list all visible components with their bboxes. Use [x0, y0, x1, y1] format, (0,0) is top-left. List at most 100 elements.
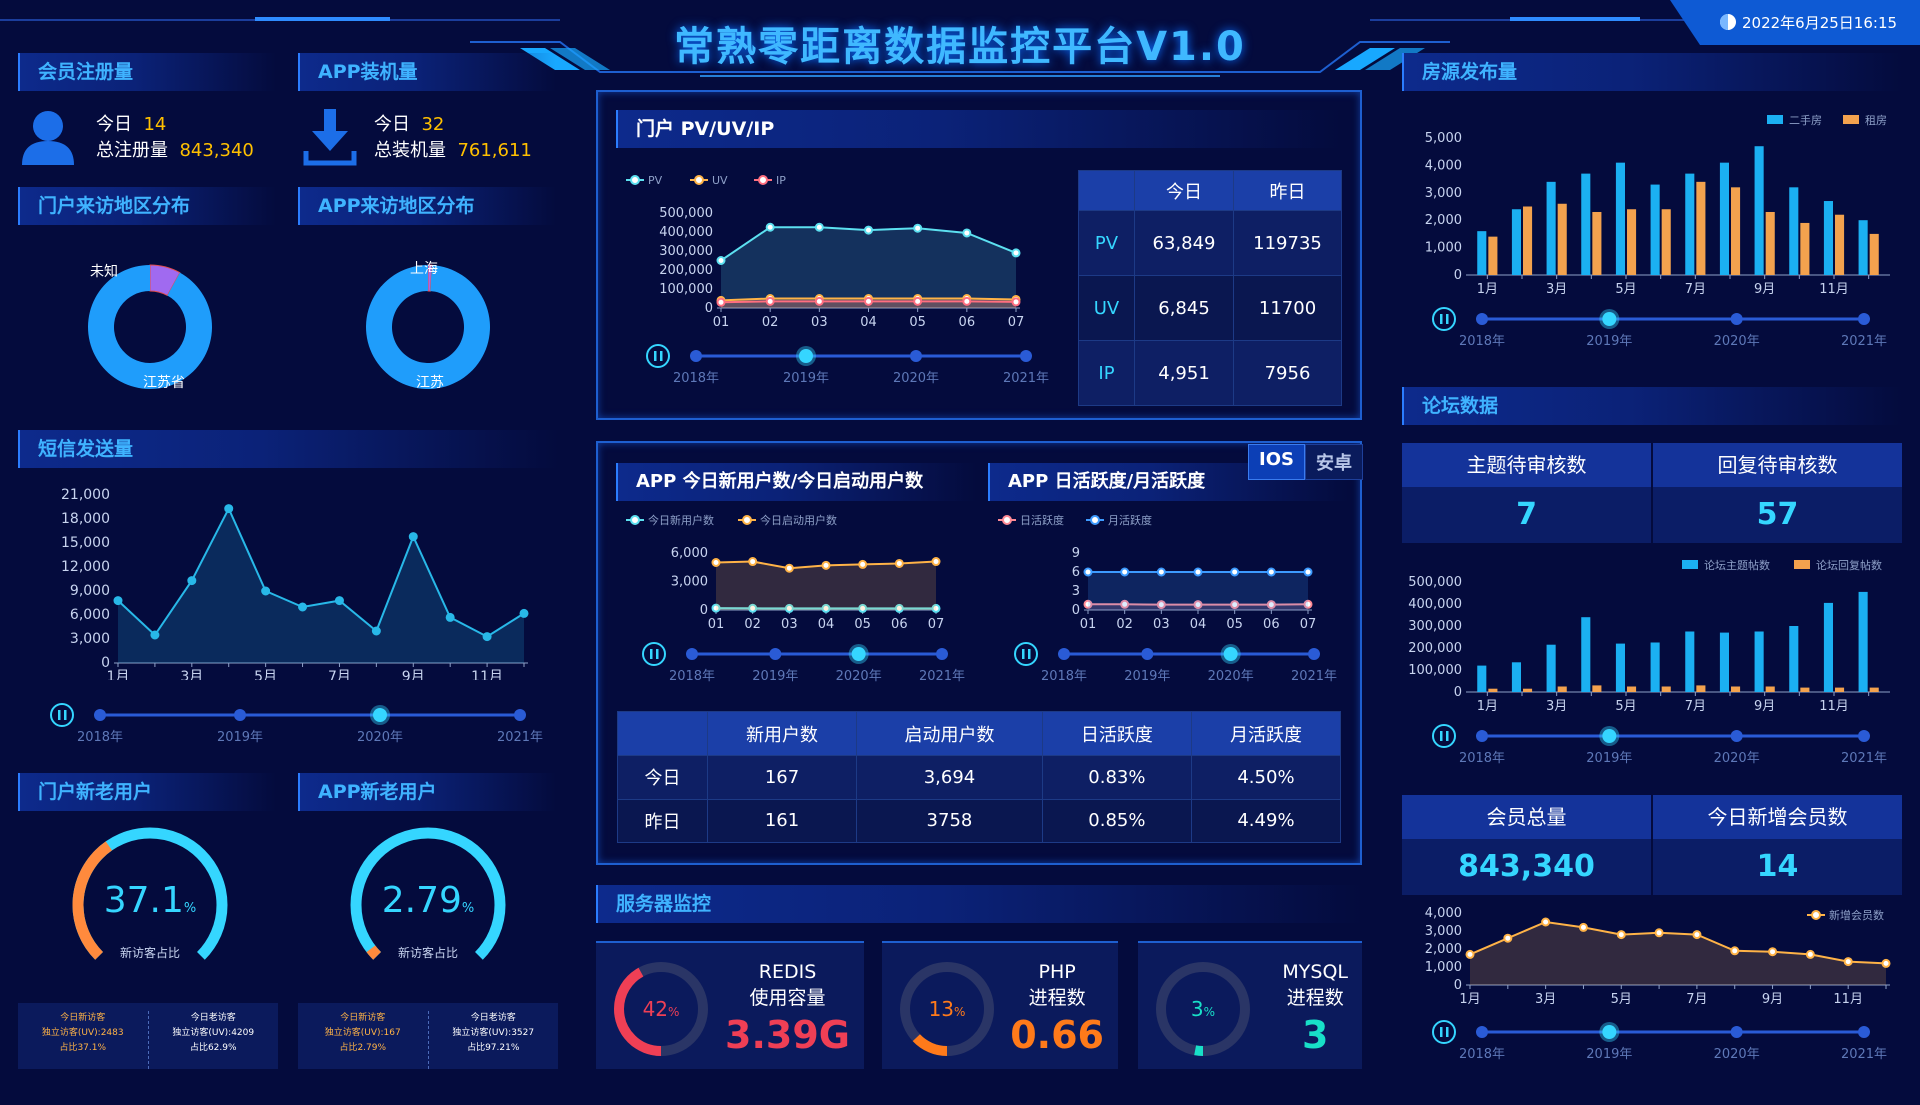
app-yest-new: 161 — [706, 798, 858, 843]
timeline-year: 2019年 — [217, 730, 263, 745]
data-point — [1193, 567, 1203, 577]
legend-label: PV — [648, 174, 663, 187]
server-ring: 13% — [900, 962, 994, 1056]
app-install-stats: 今日 32 总装机量 761,611 — [374, 112, 532, 164]
timeline-active-dot — [373, 708, 387, 722]
timeline-year: 2018年 — [77, 730, 123, 745]
app-users-pct: 2.79% — [338, 880, 518, 921]
legend-swatch — [1682, 560, 1698, 569]
timeline-year: 2021年 — [1003, 371, 1049, 386]
bar — [1557, 203, 1567, 275]
y-tick-label: 9 — [1072, 546, 1080, 561]
x-tick-label: 05 — [854, 617, 871, 632]
data-point — [784, 603, 794, 613]
timeline-year: 2019年 — [1586, 751, 1632, 766]
series-area — [1470, 922, 1886, 985]
x-tick-label: 02 — [762, 315, 779, 330]
legend-marker — [742, 515, 752, 525]
timeline-year: 2019年 — [1586, 334, 1632, 349]
member-total-value2: 843,340 — [1458, 849, 1595, 884]
forum-timeline[interactable]: 2018年 2019年 2020年 2021年 — [1402, 714, 1902, 774]
tab-ios[interactable]: IOS — [1248, 444, 1305, 480]
x-tick-label: 06 — [891, 617, 908, 632]
pause-bar — [1446, 1027, 1449, 1037]
member-reg-header: 会员注册量 — [18, 53, 276, 91]
y-tick-label: 500,000 — [1408, 575, 1462, 590]
timeline-year: 2021年 — [1291, 669, 1337, 684]
datetime: 2022年6月25日16:15 — [1720, 12, 1897, 33]
legend-swatch — [1767, 115, 1783, 124]
x-tick-label: 5月 — [1615, 699, 1636, 714]
x-tick-label: 9月 — [402, 669, 425, 680]
y-tick-label: 0 — [705, 301, 713, 316]
pv-table: 今日 昨日 PV 63,849 119735 UV 6,845 11700 IP 4,951… — [1078, 170, 1342, 406]
series-area — [118, 508, 524, 663]
app-active-timeline[interactable]: 2018年 2019年 2020年 2021年 — [988, 632, 1348, 692]
legend-label: 月活跃度 — [1108, 513, 1152, 527]
server-ring: 3% — [1156, 962, 1250, 1056]
app-new-timeline[interactable]: 2018年 2019年 2020年 2021年 — [616, 632, 976, 692]
member-timeline[interactable]: 2018年 2019年 2020年 2021年 — [1402, 1010, 1902, 1070]
server-value: 0.66 — [1010, 1013, 1104, 1057]
bar — [1592, 685, 1602, 692]
data-point — [1230, 600, 1240, 610]
data-point — [716, 256, 726, 265]
x-tick-label: 07 — [1008, 315, 1025, 330]
y-tick-label: 12,000 — [61, 559, 110, 575]
platform-tabs: IOS 安卓 — [1248, 444, 1363, 480]
bar — [1858, 591, 1868, 692]
y-tick-label: 1,000 — [1425, 241, 1462, 256]
app-new-uv: 独立访客(UV):167 — [324, 1028, 401, 1038]
app-users-gauge — [350, 827, 506, 960]
bar — [1546, 644, 1556, 692]
forum-chart: 论坛主题帖数 论坛回复帖数 0 100,000 200,000 300,000 400,00… — [1408, 558, 1890, 714]
app-col-monthly: 月活跃度 — [1190, 711, 1342, 756]
bar — [1581, 173, 1591, 275]
timeline-year: 2018年 — [1459, 1047, 1505, 1062]
bar — [1835, 214, 1845, 275]
x-tick-label: 3月 — [180, 669, 203, 680]
app-today-new: 167 — [706, 755, 858, 800]
x-tick-label: 05 — [909, 315, 926, 330]
y-tick-label: 0 — [700, 603, 708, 618]
y-tick-label: 0 — [101, 655, 110, 671]
data-point — [371, 626, 381, 636]
data-point — [1730, 946, 1740, 956]
timeline-year: 2020年 — [357, 730, 403, 745]
y-tick-label: 400,000 — [659, 225, 713, 240]
timeline-year: 2018年 — [1041, 669, 1087, 684]
pause-icon — [50, 703, 74, 727]
bar — [1765, 211, 1775, 275]
y-tick-label: 9,000 — [70, 583, 110, 599]
ip-yesterday-value: 7956 — [1233, 340, 1342, 406]
app-row-today-label: 今日 — [617, 755, 708, 800]
pause-bar — [1028, 649, 1031, 659]
pause-bar — [654, 351, 657, 361]
tab-android[interactable]: 安卓 — [1304, 444, 1363, 480]
x-tick-label: 05 — [1226, 617, 1243, 632]
uv-row-label: UV — [1078, 275, 1135, 341]
timeline-year: 2018年 — [673, 371, 719, 386]
app-col-blank — [617, 711, 708, 756]
house-timeline[interactable]: 2018年 2019年 2020年 2021年 — [1402, 297, 1902, 357]
x-tick-label: 5月 — [1615, 282, 1636, 297]
pause-bar — [1440, 1027, 1443, 1037]
y-tick-label: 2,000 — [1425, 213, 1462, 228]
portal-pct-caption: 新访客占比 — [119, 946, 180, 960]
member-chart: 新增会员数 0 1,000 2,000 3,000 4,000 1月 3月 5月 7月 9月 11月 — [1425, 906, 1891, 1007]
sms-chart: 0 3,000 6,000 9,000 12,000 15,000 18,000 21,000… — [61, 487, 529, 680]
y-tick-label: 3 — [1072, 584, 1080, 599]
app-yest-daily: 0.85% — [1041, 798, 1192, 843]
timeline-active-dot — [799, 349, 813, 363]
timeline-year: 2018年 — [1459, 334, 1505, 349]
pv-col-yesterday: 昨日 — [1233, 170, 1342, 211]
timeline-active-dot — [1602, 1025, 1617, 1039]
data-point — [1692, 930, 1702, 940]
series-area — [721, 227, 1016, 308]
x-tick-label: 01 — [708, 617, 725, 632]
legend-label: UV — [712, 174, 728, 187]
timeline-year: 2018年 — [669, 669, 715, 684]
pv-timeline[interactable]: 2018年 2019年 2020年 2021年 — [616, 334, 1056, 394]
sms-timeline[interactable]: 2018年 2019年 2020年 2021年 — [18, 693, 558, 753]
bar — [1661, 209, 1671, 275]
